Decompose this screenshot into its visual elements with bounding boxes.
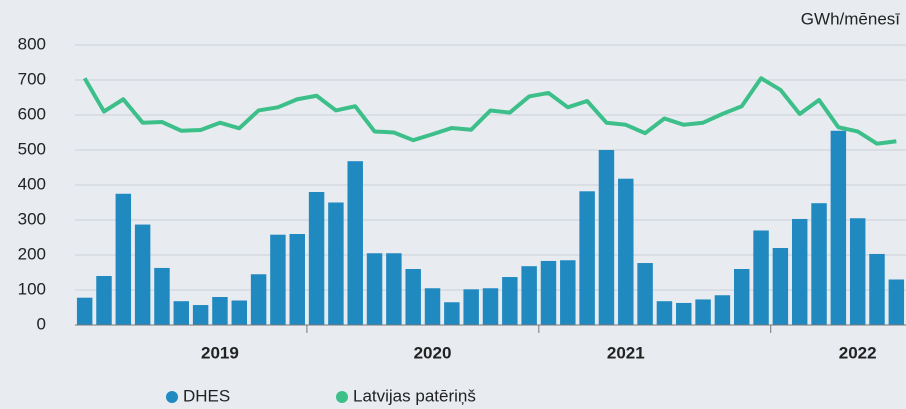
- line: [82, 76, 897, 146]
- bar: [328, 202, 344, 325]
- legend-label: DHES: [183, 386, 230, 405]
- y-tick-label: 500: [18, 139, 46, 158]
- bar: [250, 274, 267, 325]
- bar: [76, 297, 93, 325]
- bar: [173, 301, 190, 325]
- bar: [502, 277, 518, 325]
- y-tick-label: 200: [18, 244, 46, 263]
- legend-marker: [166, 391, 178, 403]
- bar: [231, 300, 247, 325]
- bar: [811, 203, 827, 325]
- bar: [656, 301, 673, 325]
- bar: [753, 230, 769, 325]
- bar: [134, 224, 151, 325]
- bar: [772, 248, 789, 325]
- y-tick-label: 400: [18, 174, 46, 193]
- bar: [734, 269, 750, 325]
- legend-marker: [336, 391, 348, 403]
- bar: [560, 260, 576, 325]
- bar: [695, 299, 711, 325]
- x-tick-label: 2021: [607, 343, 645, 362]
- bar: [444, 302, 460, 325]
- bar: [96, 276, 112, 325]
- bar: [289, 234, 305, 325]
- bar: [521, 266, 537, 325]
- y-tick-label: 0: [37, 314, 46, 333]
- bar: [791, 218, 808, 325]
- x-tick-label: 2022: [839, 343, 877, 362]
- y-tick-label: 300: [18, 209, 46, 228]
- bar: [366, 253, 383, 325]
- bar: [540, 260, 557, 325]
- bar: [482, 288, 499, 325]
- bar: [637, 263, 653, 325]
- bar: [676, 302, 692, 325]
- bar: [463, 289, 479, 325]
- bar: [154, 267, 170, 325]
- bar: [347, 161, 363, 325]
- bar: [212, 297, 228, 325]
- bar: [424, 288, 441, 325]
- bar: [618, 178, 634, 325]
- y-tick-label: 600: [18, 104, 46, 123]
- bar: [849, 218, 866, 325]
- bar: [270, 234, 286, 325]
- bar: [888, 279, 905, 325]
- bar: [579, 191, 595, 325]
- bar: [598, 150, 615, 325]
- bar: [192, 305, 209, 325]
- y-tick-label: 700: [18, 69, 46, 88]
- bar: [386, 253, 402, 325]
- y-tick-label: 100: [18, 279, 46, 298]
- bar: [115, 193, 132, 325]
- x-tick-label: 2020: [414, 343, 452, 362]
- unit-label: GWh/mēnesī: [801, 9, 900, 28]
- y-tick-label: 800: [18, 34, 46, 53]
- bar: [308, 192, 325, 325]
- bar: [869, 253, 885, 325]
- bar: [714, 295, 731, 325]
- x-tick-label: 2019: [201, 343, 239, 362]
- legend-label: Latvijas patēriņš: [353, 386, 476, 405]
- bar: [405, 269, 421, 325]
- bar: [830, 130, 847, 325]
